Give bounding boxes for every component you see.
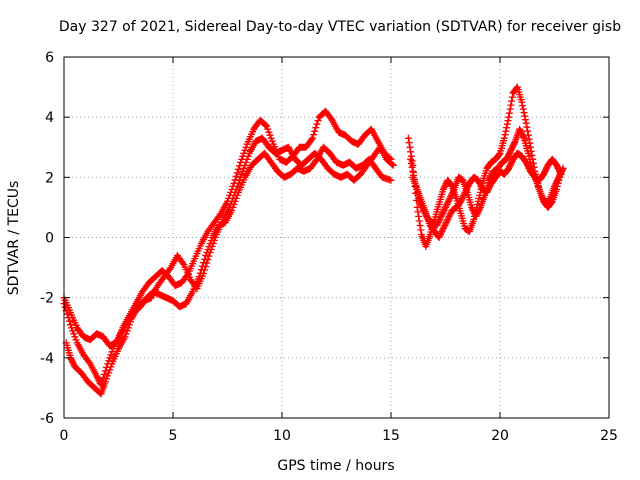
grid-lines [64, 57, 609, 418]
axis-ticks: 0 5 10 15 20 25 -6 -4 -2 0 2 4 6 [40, 50, 618, 444]
y-tick-label: -2 [40, 291, 54, 307]
data-point-markers [60, 107, 395, 350]
series-track-a [60, 107, 395, 350]
x-tick-label: 0 [60, 428, 69, 444]
x-tick-label: 20 [491, 428, 509, 444]
x-tick-label: 5 [169, 428, 178, 444]
y-tick-label: 0 [45, 231, 54, 247]
chart-title: Day 327 of 2021, Sidereal Day-to-day VTE… [59, 19, 621, 35]
x-axis-label: GPS time / hours [277, 458, 394, 474]
series-track-f [409, 149, 565, 241]
data-point-markers [60, 143, 395, 389]
data-point-markers [409, 149, 565, 241]
y-tick-label: -6 [40, 411, 54, 427]
series-track-c [62, 134, 397, 398]
y-tick-label: 6 [45, 50, 54, 66]
x-tick-label: 10 [273, 428, 291, 444]
x-tick-label: 25 [600, 428, 618, 444]
data-point-markers [62, 134, 397, 398]
y-tick-label: 2 [45, 170, 54, 186]
data-marks [60, 83, 567, 398]
x-tick-label: 15 [382, 428, 400, 444]
y-tick-label: -4 [40, 351, 54, 367]
y-axis-label: SDTVAR / TECUs [6, 181, 22, 296]
y-tick-label: 4 [45, 110, 54, 126]
series-track-b [60, 143, 395, 389]
